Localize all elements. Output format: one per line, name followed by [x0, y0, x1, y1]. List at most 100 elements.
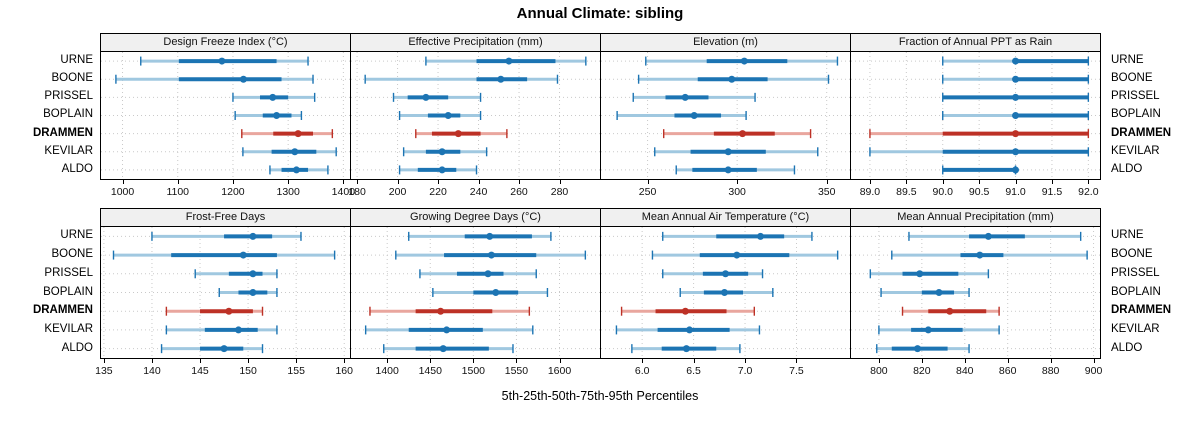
- axis-tick-label: 1200: [221, 186, 245, 198]
- axis-tick: [296, 359, 298, 363]
- median-dot-BOONE: [728, 75, 736, 83]
- median-dot-DRAMMEN: [437, 307, 445, 315]
- axis-tick-label: 880: [1041, 365, 1060, 377]
- median-dot-BOPLAIN: [249, 289, 257, 296]
- axis-tick-label: 155: [287, 365, 305, 377]
- median-dot-BOONE: [1012, 75, 1020, 83]
- axis-tick-label: 1450: [418, 365, 442, 377]
- axis-tick-label: 1400: [331, 186, 356, 198]
- panel-plot: [601, 227, 850, 358]
- axis-tick-label: 1600: [547, 365, 572, 377]
- panel-header: Frost-Free Days: [101, 209, 350, 227]
- panel-mean-annual-air-temperature: Mean Annual Air Temperature (°C) 6.0 6.5 7…: [600, 208, 851, 383]
- panel-effective-precipitation: Effective Precipitation (mm) 180 200 220 24…: [348, 33, 601, 204]
- panel-plot: [851, 227, 1100, 358]
- panel-plot: [351, 52, 600, 179]
- x-axis: 250 300 350: [600, 180, 851, 204]
- median-dot-URNE: [505, 57, 513, 65]
- axis-tick: [642, 359, 644, 363]
- axis-tick: [387, 359, 389, 363]
- median-dot-KEVILAR: [924, 326, 932, 334]
- axis-tick: [103, 359, 105, 363]
- panels-top: Design Freeze Index (°C) 1000 1100 1200 130…: [100, 33, 1104, 204]
- axis-tick: [1015, 180, 1017, 184]
- median-dot-PRISSEL: [249, 270, 257, 278]
- chart-title: Annual Climate: sibling: [516, 5, 684, 22]
- median-dot-ALDO: [220, 345, 228, 353]
- site-label: BOPLAIN: [1111, 285, 1161, 298]
- site-label: BOONE: [1111, 72, 1153, 85]
- axis-tick-label: 90.0: [932, 186, 953, 198]
- axis-tick-label: 250: [638, 186, 657, 198]
- site-label: ALDO: [61, 162, 93, 175]
- median-dot-BOONE: [239, 75, 247, 83]
- axis-tick-label: 200: [388, 186, 407, 198]
- x-axis: 6.0 6.5 7.0 7.5: [600, 359, 851, 383]
- panel-header: Fraction of Annual PPT as Rain: [851, 34, 1100, 52]
- median-dot-ALDO: [724, 166, 732, 174]
- median-dot-KEVILAR: [724, 148, 732, 156]
- axis-tick-label: 820: [913, 365, 931, 377]
- trellis-row-bottom: URNE BOONE PRISSEL BOPLAIN DRAMMEN KEVIL…: [0, 208, 1200, 383]
- median-dot-DRAMMEN: [946, 307, 954, 315]
- site-label: BOONE: [51, 248, 93, 261]
- axis-tick: [151, 359, 153, 363]
- axis-tick-label: 260: [510, 186, 528, 198]
- x-axis: 180 200 220 240 260 280: [348, 180, 601, 204]
- axis-tick-label: 840: [956, 365, 974, 377]
- axis-tick-label: 92.0: [1078, 186, 1099, 198]
- x-axis: 1400 1450 1500 1550 1600: [350, 359, 601, 383]
- panels-bottom: Frost-Free Days 135 140 145 150 155 160 Growi…: [95, 208, 1104, 383]
- site-label: URNE: [60, 54, 93, 67]
- median-dot-BOONE: [239, 251, 247, 259]
- axis-tick: [906, 180, 908, 184]
- median-dot-ALDO: [1012, 166, 1020, 174]
- site-label: PRISSEL: [44, 266, 93, 279]
- panel-header: Elevation (m): [601, 34, 850, 52]
- median-dot-BOPLAIN: [492, 289, 500, 296]
- panel-plot: [101, 227, 350, 358]
- median-dot-DRAMMEN: [294, 130, 302, 138]
- site-label: URNE: [60, 229, 93, 242]
- median-dot-BOPLAIN: [273, 112, 281, 119]
- site-label: KEVILAR: [1111, 322, 1160, 335]
- axis-tick-label: 89.5: [896, 186, 917, 198]
- median-dot-PRISSEL: [484, 270, 492, 278]
- panel-mean-annual-precipitation: Mean Annual Precipitation (mm) 800 820 840…: [850, 208, 1102, 383]
- panel-elevation: Elevation (m) 250 300 350: [600, 33, 851, 204]
- axis-tick-label: 7.5: [789, 365, 804, 377]
- axis-tick: [357, 180, 359, 184]
- axis-tick: [921, 359, 923, 363]
- median-dot-BOONE: [976, 251, 984, 259]
- median-dot-BOPLAIN: [720, 289, 728, 296]
- axis-tick: [942, 180, 944, 184]
- median-dot-KEVILAR: [685, 326, 693, 334]
- axis-tick-label: 135: [95, 365, 113, 377]
- median-dot-DRAMMEN: [454, 130, 462, 138]
- site-label: BOPLAIN: [1111, 108, 1161, 121]
- axis-tick-label: 91.0: [1005, 186, 1026, 198]
- axis-tick-label: 150: [239, 365, 257, 377]
- site-label: URNE: [1111, 54, 1144, 67]
- panel-plot: [351, 227, 600, 358]
- axis-tick-label: 220: [429, 186, 447, 198]
- panel-plot: [851, 52, 1100, 179]
- median-dot-PRISSEL: [1012, 93, 1020, 101]
- median-dot-DRAMMEN: [739, 130, 747, 138]
- site-label: PRISSEL: [1111, 90, 1160, 103]
- axis-tick: [430, 359, 432, 363]
- axis-tick: [397, 180, 399, 184]
- trellis-row-top: URNE BOONE PRISSEL BOPLAIN DRAMMEN KEVIL…: [0, 33, 1200, 204]
- median-dot-BOPLAIN: [690, 112, 698, 119]
- median-dot-KEVILAR: [443, 326, 451, 334]
- median-dot-URNE: [486, 232, 494, 240]
- panel-header: Mean Annual Precipitation (mm): [851, 209, 1100, 227]
- median-dot-PRISSEL: [681, 93, 689, 101]
- site-label: KEVILAR: [44, 144, 93, 157]
- axis-tick: [559, 359, 561, 363]
- panel-frost-free-days: Frost-Free Days 135 140 145 150 155 160: [95, 208, 353, 383]
- axis-tick: [964, 359, 966, 363]
- panel-plot: [101, 52, 350, 179]
- site-label: BOONE: [51, 72, 93, 85]
